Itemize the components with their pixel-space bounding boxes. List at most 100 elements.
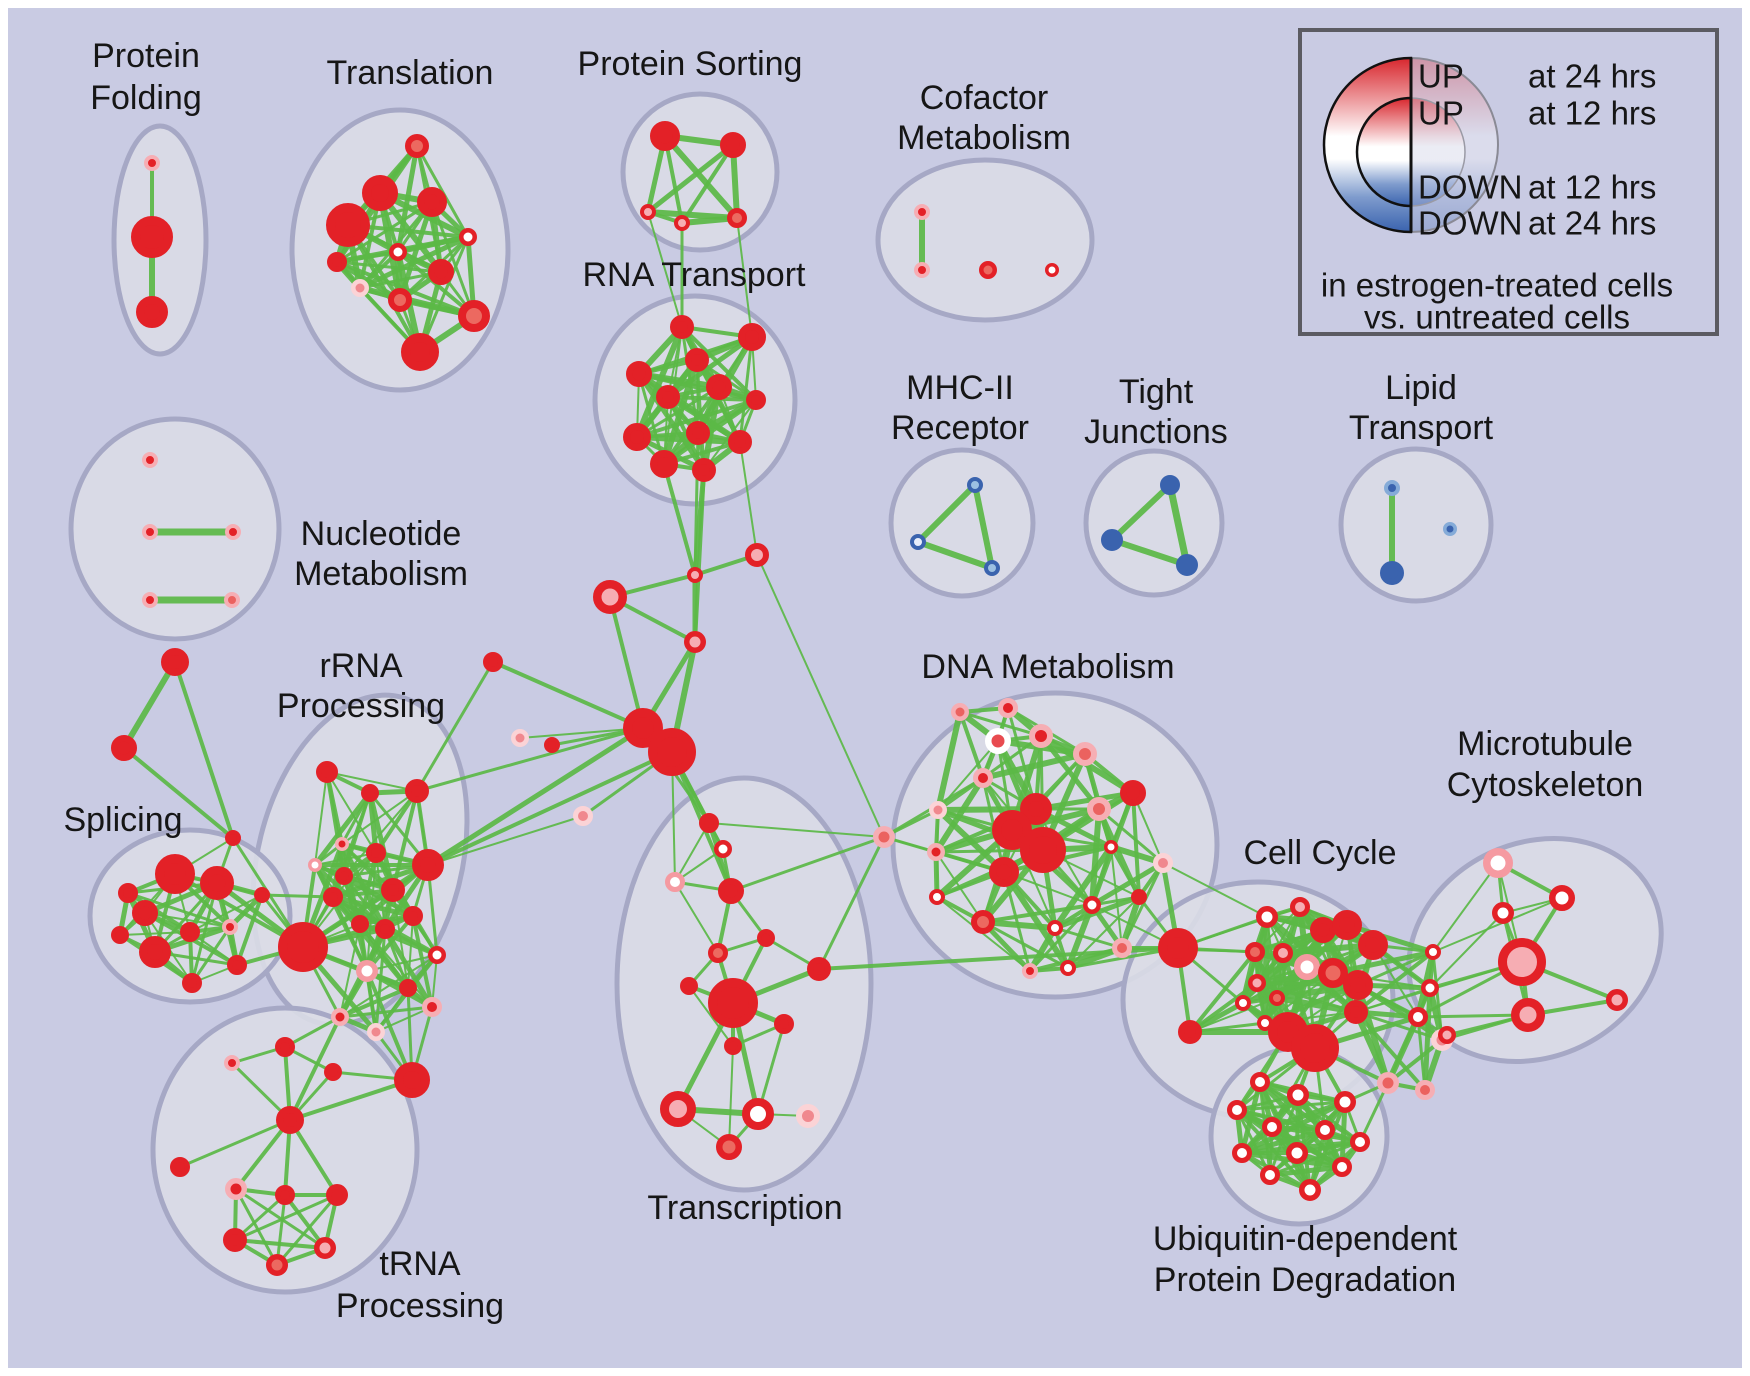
edge-trna: [275, 1193, 339, 1267]
edge-cell_cycle: [1354, 950, 1435, 1014]
edge-ubiquitin: [1235, 1100, 1347, 1112]
node-splicing-10: [111, 926, 129, 944]
node-ubiquitin-0: [1250, 1072, 1270, 1092]
node-nucleotide-3: [142, 592, 158, 608]
edge-rrna: [411, 914, 434, 1009]
node-microtubule-2: [1492, 902, 1514, 924]
node-dna-6: [973, 768, 993, 788]
node-cell_cycle-8: [1318, 958, 1348, 988]
edge-rrna: [407, 915, 414, 989]
edge-splicing: [126, 891, 192, 934]
edge-translation: [335, 260, 476, 318]
edge-cross: [817, 835, 886, 971]
node-trna-4: [324, 1063, 342, 1081]
node-cell_cycle-1: [1256, 906, 1278, 928]
cluster-label-transcription: Transcription: [647, 1189, 842, 1227]
node-splicing-2: [132, 900, 158, 926]
node-lipid-1: [1380, 561, 1404, 585]
edge-rna_transport: [703, 399, 757, 471]
node-rna_transport-11: [692, 458, 716, 482]
cluster-label-microtubule: Cytoskeleton: [1447, 766, 1644, 804]
cluster-ellipse-lipid: [1338, 446, 1494, 604]
node-cell_cycle-16: [1178, 1020, 1202, 1044]
node-transcription-7: [807, 957, 831, 981]
node-transcription-3: [718, 878, 744, 904]
edge-mhc: [972, 482, 995, 571]
edge-cross: [260, 893, 335, 899]
edge-dna: [980, 751, 1088, 781]
edge-dna: [1067, 896, 1140, 969]
node-rna_transport-10: [650, 450, 678, 478]
node-trna-2: [224, 1055, 240, 1071]
node-dna-5: [1120, 780, 1146, 806]
edge-cross: [415, 660, 495, 793]
edge-trna: [288, 1078, 414, 1122]
node-net-13: [225, 830, 241, 846]
node-cell_cycle-5: [1245, 942, 1265, 962]
node-microtubule-6: [1438, 1026, 1456, 1044]
edge-dna: [1001, 869, 1071, 971]
edge-cross: [1162, 862, 1268, 918]
legend-time-label: at 12 hrs: [1528, 169, 1656, 206]
cluster-label-protein_folding: Folding: [90, 79, 202, 117]
edge-cross: [756, 554, 885, 838]
legend-caption: in estrogen-treated cells: [1321, 267, 1673, 304]
node-transcription-1: [714, 840, 732, 858]
edge-tight_junctions: [1166, 481, 1191, 569]
node-transcription-6: [680, 977, 698, 995]
edge-net: [491, 660, 645, 730]
node-rrna-10: [351, 915, 369, 933]
node-net-8: [483, 652, 503, 672]
node-cell_cycle-6: [1273, 943, 1293, 963]
edge-dna: [1109, 845, 1141, 899]
node-splicing-8: [254, 887, 270, 903]
node-net-0: [687, 567, 703, 583]
cluster-ellipse-tight_junctions: [1083, 448, 1225, 598]
node-rrna-0: [316, 761, 338, 783]
node-cell_cycle-10: [1248, 974, 1266, 992]
node-dna-1: [998, 698, 1018, 718]
node-net-4: [623, 708, 663, 748]
node-rrna-7: [412, 849, 444, 881]
node-net-3: [684, 631, 706, 653]
node-net-11: [161, 648, 189, 676]
node-rrna-4: [308, 858, 322, 872]
edge-cross: [365, 969, 414, 1082]
node-ubiquitin-6: [1350, 1132, 1370, 1152]
node-translation-8: [388, 288, 412, 312]
edge-dna: [980, 919, 1058, 931]
node-protein_folding-1: [131, 216, 173, 258]
node-tight_junctions-0: [1160, 475, 1180, 495]
node-protein_sorting-1: [720, 132, 746, 158]
edge-cell_cycle: [1330, 949, 1436, 976]
edge-dna: [1002, 870, 1032, 973]
edge-cell_cycle: [1274, 995, 1359, 1015]
node-transcription-14: [716, 1134, 742, 1160]
node-cell_cycle-9: [1343, 970, 1373, 1000]
edge-cross: [647, 211, 683, 328]
edge-dna: [1097, 807, 1165, 865]
node-translation-4: [459, 228, 477, 246]
node-protein_folding-0: [144, 155, 160, 171]
legend-time-label: at 12 hrs: [1528, 95, 1656, 132]
node-cofactor-0: [914, 204, 930, 220]
node-rna_transport-4: [706, 374, 732, 400]
node-rrna-3: [335, 837, 349, 851]
node-tight_junctions-1: [1101, 529, 1123, 551]
node-trna-3: [275, 1037, 295, 1057]
node-cell_cycle-0: [1290, 897, 1310, 917]
node-rna_transport-3: [685, 348, 709, 372]
edge-dna: [958, 710, 1043, 738]
edge-cross: [739, 441, 758, 556]
node-net-12: [111, 735, 137, 761]
edge-rna_transport: [738, 335, 754, 444]
node-rna_transport-2: [626, 361, 652, 387]
node-dna-3: [1029, 724, 1053, 748]
edge-cell_cycle: [1354, 1010, 1444, 1042]
edge-ubiquitin: [1267, 1164, 1345, 1178]
node-ubiquitin-3: [1227, 1100, 1247, 1120]
node-rrna-19: [422, 997, 442, 1017]
edge-cell_cycle: [1354, 1010, 1427, 1092]
cluster-label-cofactor: Cofactor: [920, 79, 1049, 117]
edge-rna_transport: [635, 398, 758, 439]
